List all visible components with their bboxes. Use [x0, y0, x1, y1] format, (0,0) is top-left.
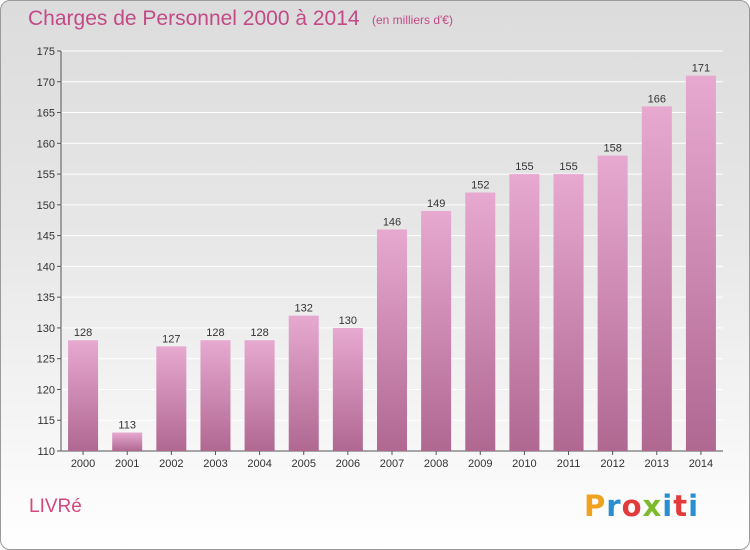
y-tick-label: 150 — [37, 200, 55, 212]
bar — [156, 346, 187, 451]
x-tick-label: 2011 — [557, 458, 581, 470]
bar — [509, 174, 540, 452]
logo-letter: o — [621, 489, 643, 523]
x-tick-label: 2012 — [600, 458, 624, 470]
logo-letter: i — [662, 489, 674, 523]
data-label: 158 — [603, 143, 621, 155]
y-tick-label: 160 — [37, 138, 55, 150]
bar — [421, 211, 452, 451]
chart-subtitle: (en milliers d'€) — [372, 13, 453, 27]
data-label: 155 — [559, 161, 577, 173]
data-label: 113 — [118, 420, 136, 432]
bar — [112, 432, 143, 451]
bar — [641, 106, 672, 451]
data-label: 152 — [471, 180, 489, 192]
data-label: 171 — [692, 63, 710, 75]
bar — [244, 340, 275, 451]
x-tick-label: 2006 — [336, 458, 360, 470]
data-label: 149 — [427, 198, 445, 210]
place-name: LIVRé — [29, 496, 82, 517]
x-tick-label: 2008 — [424, 458, 448, 470]
y-tick-label: 140 — [37, 261, 55, 273]
logo-letter: r — [606, 489, 622, 523]
y-tick-label: 175 — [37, 46, 55, 58]
x-tick-label: 2009 — [468, 458, 492, 470]
bar — [68, 340, 99, 451]
x-tick-label: 2002 — [159, 458, 183, 470]
bar — [465, 192, 496, 452]
data-label: 130 — [339, 315, 357, 327]
x-tick-label: 2004 — [247, 458, 271, 470]
proxiti-logo: Proxiti — [584, 489, 699, 523]
bar — [597, 155, 628, 451]
x-tick-label: 2000 — [71, 458, 95, 470]
data-label: 166 — [648, 93, 666, 105]
y-tick-label: 145 — [37, 231, 55, 243]
bar — [376, 229, 408, 451]
logo-letter: t — [673, 489, 689, 523]
x-tick-label: 2013 — [645, 458, 669, 470]
x-tick-label: 2001 — [115, 458, 139, 470]
bar — [685, 75, 716, 451]
x-tick-label: 2010 — [512, 458, 536, 470]
data-label: 128 — [74, 327, 92, 339]
logo-letter: i — [688, 489, 700, 523]
y-tick-label: 115 — [37, 415, 55, 427]
x-tick-label: 2007 — [380, 458, 404, 470]
data-label: 127 — [162, 333, 180, 345]
y-tick-label: 130 — [37, 323, 55, 335]
bar — [553, 174, 584, 452]
x-tick-label: 2005 — [291, 458, 315, 470]
logo-letter: P — [584, 489, 607, 523]
x-tick-label: 2014 — [689, 458, 713, 470]
data-label: 128 — [250, 327, 268, 339]
chart-title: Charges de Personnel 2000 à 2014 — [28, 7, 360, 30]
data-label: 155 — [515, 161, 533, 173]
bar — [200, 340, 231, 451]
y-tick-label: 120 — [37, 384, 55, 396]
y-tick-label: 165 — [37, 108, 55, 120]
logo-letter: x — [642, 489, 663, 523]
bar — [288, 315, 319, 451]
data-label: 146 — [383, 216, 401, 228]
y-tick-label: 135 — [37, 292, 55, 304]
bar — [332, 327, 363, 451]
y-tick-label: 170 — [37, 77, 55, 89]
data-label: 132 — [295, 303, 313, 315]
y-tick-label: 110 — [37, 446, 55, 458]
y-tick-label: 125 — [37, 354, 55, 366]
x-tick-label: 2003 — [203, 458, 227, 470]
y-tick-label: 155 — [37, 169, 55, 181]
data-label: 128 — [206, 327, 224, 339]
